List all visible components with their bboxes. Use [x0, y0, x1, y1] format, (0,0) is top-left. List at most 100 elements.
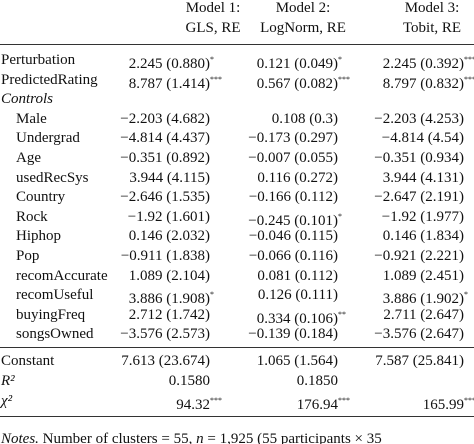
cell-value: 0.146 (1.834) [382, 228, 464, 245]
cell: 0.1850 [297, 372, 350, 390]
significance: *** [210, 396, 222, 406]
significance: ** [338, 309, 346, 319]
cell: −2.203 (4.682) [120, 110, 222, 128]
cell-value: −0.066 (0.116) [248, 248, 338, 264]
rule [0, 415, 474, 417]
cell-value: −2.647 (2.191) [374, 189, 464, 206]
cell: 0.121 (0.049)* [257, 51, 350, 73]
cell: −1.92 (1.977) [382, 208, 474, 226]
significance: *** [464, 55, 474, 64]
cell: 2.711 (2.647) [383, 306, 474, 324]
cell: 0.116 (0.272) [257, 169, 350, 187]
rule [0, 347, 474, 348]
significance: *** [338, 74, 350, 84]
cell: −0.351 (0.892) [120, 149, 222, 167]
cell: 0.126 (0.111) [258, 286, 350, 304]
significance: * [338, 211, 342, 221]
column-header: Tobit, RE [402, 20, 462, 36]
cell-value: 1.089 (2.451) [382, 267, 464, 284]
cell: −0.245 (0.101)* [248, 208, 350, 230]
cell-value: 1.089 (2.104) [128, 267, 210, 284]
cell-value: 2.245 (0.880) [128, 56, 210, 72]
cell-value: −0.139 (0.184) [248, 326, 338, 343]
row-label: usedRecSys [16, 169, 89, 186]
cell: 0.146 (2.032) [129, 227, 222, 245]
significance: * [210, 290, 214, 300]
column-header: Model 1: [185, 0, 241, 16]
cell-value: −0.046 (0.115) [248, 228, 338, 245]
cell: −0.173 (0.297) [248, 129, 350, 147]
cell-value: 0.081 (0.112) [257, 267, 338, 284]
cell-value: −0.166 (0.112) [248, 189, 338, 206]
cell-value: 0.116 (0.272) [257, 169, 338, 186]
significance: *** [464, 396, 474, 406]
cell: 0.146 (1.834) [383, 227, 474, 245]
cell-value: 7.613 (23.674) [121, 353, 210, 369]
cell: −0.139 (0.184) [248, 325, 350, 343]
cell: −0.066 (0.116) [249, 247, 350, 265]
notes-text: = 1,925 (55 participants × 35 [203, 430, 382, 444]
significance: * [210, 55, 214, 64]
cell: −0.351 (0.934) [374, 149, 474, 167]
cell-value: 0.126 (0.111) [257, 287, 338, 304]
row-label: buyingFreq [16, 306, 86, 323]
cell-value: 176.94 [296, 397, 338, 414]
notes-text: Number of clusters = 55, [38, 430, 197, 444]
row-label: Pop [16, 248, 40, 264]
cell-value: −1.92 (1.601) [127, 208, 210, 225]
cell: 176.94*** [297, 392, 350, 414]
cell: 0.1580 [169, 372, 222, 390]
cell: −0.046 (0.115) [249, 227, 350, 245]
cell: −0.166 (0.112) [249, 188, 350, 206]
notes: Notes. Number of clusters = 55, n = 1,92… [1, 430, 382, 444]
row-label: recomAccurate [16, 267, 108, 284]
cell-value: 8.797 (0.832) [382, 75, 464, 92]
cell-value: −0.911 (1.838) [120, 248, 210, 264]
rule [0, 44, 474, 45]
cell: 2.245 (0.392)*** [383, 51, 474, 73]
cell: 7.587 (25.841) [375, 352, 474, 370]
significance: *** [464, 74, 474, 84]
cell-value: 3.944 (4.131) [382, 169, 464, 186]
significance: * [464, 290, 468, 300]
row-label: χ² [1, 393, 13, 410]
cell: 0.108 (0.3) [272, 110, 350, 128]
cell-value: −2.646 (1.535) [120, 189, 210, 206]
significance: *** [210, 74, 222, 84]
cell-value: 94.32 [176, 397, 210, 414]
cell-value: 2.711 (2.647) [383, 306, 464, 323]
row-label: Hiphop [16, 228, 61, 245]
cell-value: 3.886 (1.908) [128, 291, 210, 308]
row-label: Undergrad [16, 130, 80, 147]
cell-value: −0.007 (0.055) [248, 150, 338, 166]
cell: −0.911 (1.838) [121, 247, 222, 265]
column-header: LogNorm, RE [260, 20, 346, 36]
cell-value: −2.203 (4.682) [120, 110, 210, 127]
cell-value: −3.576 (2.573) [120, 326, 210, 343]
cell-value: −1.92 (1.977) [381, 208, 464, 225]
row-label: Country [16, 189, 66, 206]
row-label: R² [1, 373, 15, 390]
cell: −4.814 (4.437) [120, 129, 222, 147]
row-label: PredictedRating [1, 71, 98, 88]
cell-value: −0.245 (0.101) [248, 212, 338, 229]
cell: −2.647 (2.191) [374, 188, 474, 206]
notes-n: n [196, 430, 204, 444]
cell-value: 3.886 (1.902) [382, 291, 464, 308]
cell-value: 0.1580 [168, 373, 210, 390]
cell-value: 165.99 [422, 397, 464, 414]
cell: 1.065 (1.564) [257, 352, 350, 370]
cell-value: −2.203 (4.253) [374, 110, 464, 127]
cell-value: −0.351 (0.934) [374, 150, 464, 166]
cell-value: −0.173 (0.297) [248, 130, 338, 147]
row-label: Constant [1, 353, 55, 369]
cell: 3.944 (4.115) [129, 169, 222, 187]
cell: 0.334 (0.106)** [257, 306, 350, 328]
cell: 0.081 (0.112) [257, 267, 350, 285]
row-label: recomUseful [16, 287, 94, 304]
row-label: songsOwned [16, 326, 94, 343]
notes-label: Notes. [1, 430, 39, 444]
cell: 3.886 (1.902)* [383, 286, 474, 308]
column-header: Model 2: [275, 0, 331, 16]
